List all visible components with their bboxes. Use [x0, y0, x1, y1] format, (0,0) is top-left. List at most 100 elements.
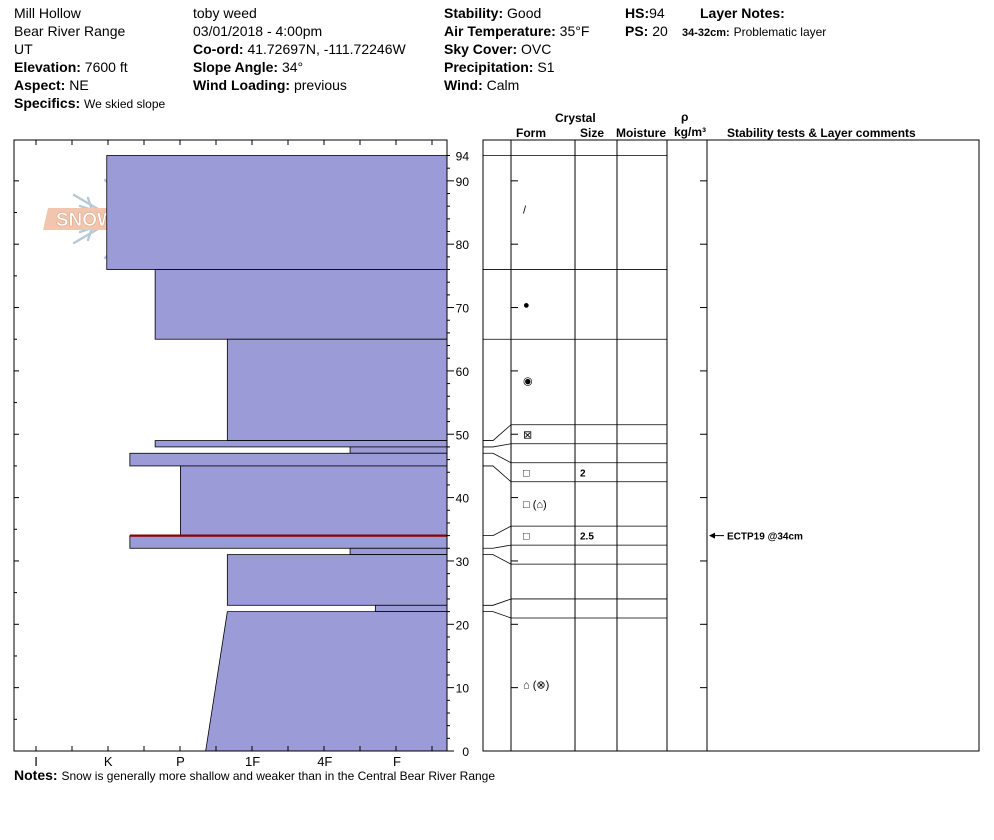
- grain-form-2: ◉: [523, 375, 533, 387]
- sky-label: Sky Cover:: [444, 41, 518, 57]
- elevation-value: 7600 ft: [84, 59, 128, 75]
- notes-label: Notes:: [14, 767, 58, 783]
- air-temperature: Air Temperature: 35°F: [444, 22, 589, 40]
- layer-connector: [483, 554, 512, 565]
- layer-note-range: 34-32cm:: [682, 27, 730, 39]
- layer-connector: [483, 443, 512, 448]
- layer-connector: [483, 598, 512, 606]
- hardness-layer-8: [349, 547, 448, 556]
- wind: Wind: Calm: [444, 76, 519, 94]
- layer-connector: [483, 452, 512, 464]
- hardness-layer-5: [129, 452, 448, 467]
- layer-connector: [483, 611, 512, 619]
- form-heading: Form: [516, 126, 546, 140]
- height-label-70: 70: [456, 302, 470, 316]
- precip-label: Precipitation:: [444, 59, 534, 75]
- elevation-label: Elevation:: [14, 59, 81, 75]
- grain-size-6: 2.5: [580, 532, 594, 543]
- layer-note: 34-32cm: Problematic layer: [682, 22, 826, 42]
- ps-value: 20: [652, 23, 668, 39]
- hardness-layer-2: [226, 338, 448, 441]
- aspect: Aspect: NE: [14, 76, 89, 94]
- crystal-heading: Crystal: [555, 111, 596, 125]
- hardness-layer-4: [349, 446, 448, 454]
- rho-heading: ρ: [681, 110, 689, 124]
- coord-label: Co-ord:: [193, 41, 244, 57]
- snowpilot-logo: SNOW PILOT: [43, 170, 192, 268]
- slope-label: Slope Angle:: [193, 59, 279, 75]
- wind-label: Wind:: [444, 77, 483, 93]
- ps-label: PS:: [625, 23, 649, 39]
- height-label-60: 60: [456, 365, 470, 379]
- layer-table-frame: [482, 139, 980, 752]
- height-label-80: 80: [456, 238, 470, 252]
- state: UT: [14, 41, 33, 57]
- observer: toby weed: [193, 5, 257, 21]
- density-unit-heading: kg/m³: [674, 125, 707, 139]
- specifics-label: Specifics:: [14, 95, 81, 111]
- hardness-layer-7: [129, 535, 448, 549]
- grain-form-0: /: [523, 204, 527, 216]
- notes: Notes: Snow is generally more shallow an…: [14, 766, 495, 785]
- grain-form-7: ⌂ (⊗): [523, 679, 549, 691]
- wind-loading-value: previous: [293, 77, 347, 93]
- grain-form-6: □: [523, 531, 530, 543]
- hs: HS:94: [625, 4, 665, 22]
- sky-cover: Sky Cover: OVC: [444, 40, 551, 58]
- layer-connector: [483, 424, 512, 441]
- stability-value: Good: [507, 5, 542, 21]
- moisture-heading: Moisture: [616, 126, 667, 140]
- specifics-value: We skied slope: [84, 97, 166, 111]
- hs-label: HS:: [625, 5, 650, 21]
- wind-loading-label: Wind Loading:: [193, 77, 291, 93]
- layer-notes-heading: Layer Notes:: [700, 5, 785, 21]
- hardness-layer-3: [154, 440, 448, 448]
- grain-form-1: ●: [523, 299, 530, 311]
- aspect-value: NE: [69, 77, 89, 93]
- slope-angle: Slope Angle: 34°: [193, 58, 303, 76]
- stability: Stability: Good: [444, 4, 541, 22]
- notes-text: Snow is generally more shallow and weake…: [61, 769, 496, 783]
- hardness-layer-9: [226, 554, 448, 606]
- coordinates: Co-ord: 41.72697N, -111.72246W: [193, 40, 406, 58]
- wind-loading: Wind Loading: previous: [193, 76, 347, 94]
- height-label-50: 50: [456, 428, 470, 442]
- stability-test-0: ECTP19 @34cm: [727, 532, 803, 543]
- air-temp-label: Air Temperature:: [444, 23, 556, 39]
- layer-connector: [483, 525, 512, 537]
- grain-form-4: □: [523, 467, 530, 479]
- layer-connector: [483, 544, 512, 549]
- sky-value: OVC: [521, 41, 552, 57]
- ps: PS: 20: [625, 22, 668, 40]
- precip-value: S1: [537, 59, 555, 75]
- height-label-94: 94: [456, 150, 470, 164]
- height-label-10: 10: [456, 682, 470, 696]
- stability-test-arrow: [709, 532, 715, 539]
- hardness-layer-0: [106, 155, 448, 270]
- wind-value: Calm: [486, 77, 520, 93]
- coord-value: 41.72697N, -111.72246W: [247, 41, 406, 57]
- stability-comments-heading: Stability tests & Layer comments: [727, 126, 916, 140]
- height-label-0: 0: [462, 745, 469, 759]
- precipitation: Precipitation: S1: [444, 58, 554, 76]
- specifics: Specifics: We skied slope: [14, 94, 165, 113]
- layer-connector: [483, 465, 512, 483]
- height-label-40: 40: [456, 492, 470, 506]
- grain-form-3: ⊠: [523, 429, 532, 441]
- hardness-layer-6: [179, 465, 448, 537]
- hardness-layer-1: [154, 269, 448, 340]
- layer-note-text: Problematic layer: [733, 25, 827, 39]
- stability-label: Stability:: [444, 5, 504, 21]
- snowpilot-logo-text: SNOW PILOT: [56, 210, 177, 231]
- aspect-label: Aspect:: [14, 77, 66, 93]
- grain-form-5: □ (⌂): [523, 499, 547, 511]
- location-name: Mill Hollow: [14, 5, 81, 21]
- hardness-plot-frame: [13, 139, 448, 752]
- elevation: Elevation: 7600 ft: [14, 58, 128, 76]
- mountain-range: Bear River Range: [14, 23, 126, 39]
- date-time: 03/01/2018 - 4:00pm: [193, 23, 323, 39]
- hardness-layer-10: [374, 604, 448, 613]
- height-label-90: 90: [456, 175, 470, 189]
- grain-size-4: 2: [580, 468, 586, 479]
- air-temp-value: 35°F: [559, 23, 590, 39]
